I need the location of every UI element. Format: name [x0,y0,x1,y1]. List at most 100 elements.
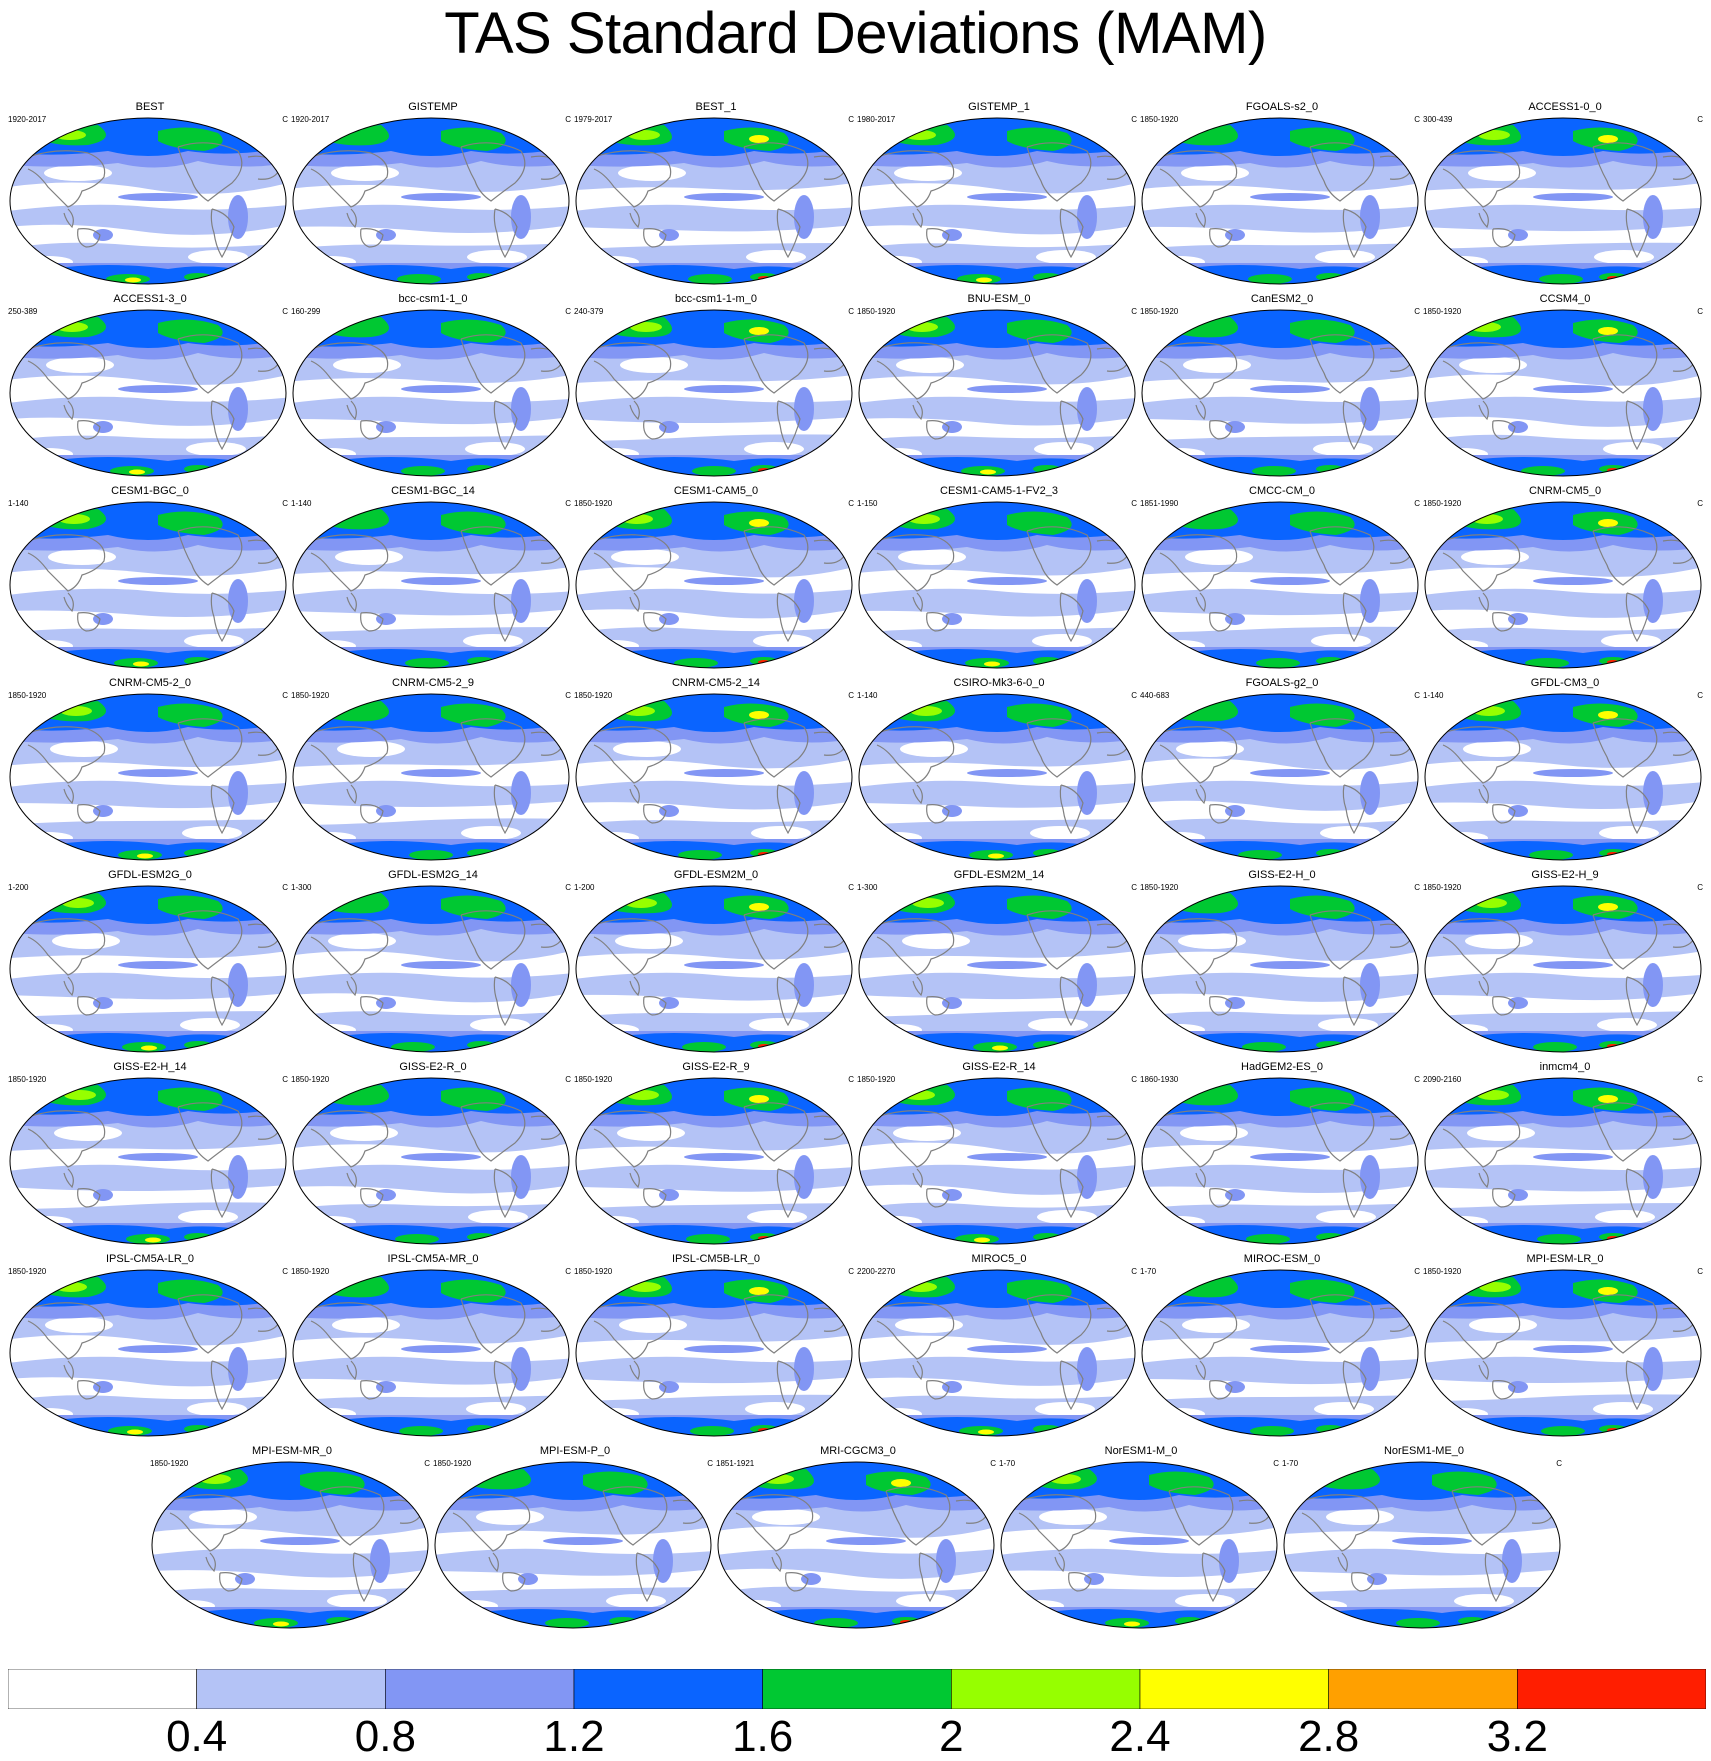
colorbar-tick-label: 1.2 [543,1712,605,1761]
panel-title: GISTEMP_1 [968,101,1030,113]
panel-unit: C [1414,1267,1420,1276]
map-panel: IPSL-CM5A-MR_0 1850-1920 C [291,1252,575,1440]
map-panel: BEST_1 1979-2017 C [574,100,858,288]
map-panel: GISS-E2-H_9 1850-1920 C [1423,868,1707,1056]
panel-title: BEST_1 [695,101,737,113]
panel-title: ACCESS1-0_0 [1528,101,1602,113]
map-plot [292,309,570,477]
map-plot [1141,309,1419,477]
colorbar-tick-label: 1.6 [732,1712,794,1761]
panel-unit: C [1697,1267,1703,1276]
colorbar-tick-label: 0.4 [166,1712,228,1761]
panel-unit: C [565,307,571,316]
panel-period: 1851-1921 [716,1459,755,1468]
panel-period: 1850-1920 [574,499,613,508]
panel-unit: C [1131,883,1137,892]
map-panel: GFDL-ESM2G_0 1-200 C [8,868,292,1056]
panel-title: CNRM-CM5_0 [1528,485,1602,497]
panel-title: CNRM-CM5-2_0 [109,677,191,689]
panel-period: 1850-1920 [433,1459,472,1468]
map-plot [717,1461,995,1629]
map-plot [9,501,287,669]
panel-period: 1979-2017 [574,115,613,124]
panel-title: GISS-E2-H_14 [113,1061,187,1073]
panel-period: 1-140 [857,691,878,700]
panel-title: CMCC-CM_0 [1249,485,1315,497]
map-panel: ACCESS1-3_0 250-389 C [8,292,292,480]
panel-unit: C [1131,1075,1137,1084]
panel-unit: C [1414,115,1420,124]
colorbar-tick-label: 2.4 [1109,1712,1171,1761]
panel-period: 160-299 [291,307,321,316]
map-panel: MIROC-ESM_0 1-70 C [1140,1252,1424,1440]
panel-unit: C [282,883,288,892]
map-plot [575,885,853,1053]
map-plot [858,693,1136,861]
map-plot [9,1077,287,1245]
panel-title: GISS-E2-H_0 [1248,869,1316,881]
panel-period: 1920-2017 [291,115,330,124]
map-panel: CESM1-CAM5_0 1850-1920 C [574,484,858,672]
map-plot [9,693,287,861]
panel-unit: C [1697,115,1703,124]
panel-period: 240-379 [574,307,604,316]
panel-unit: C [282,1075,288,1084]
map-panel: BEST 1920-2017 C [8,100,292,288]
panel-period: 1850-1920 [574,1267,613,1276]
panel-unit: C [707,1459,713,1468]
panel-unit: C [282,499,288,508]
colorbar [8,1669,1706,1709]
panel-period: 1850-1920 [1140,307,1179,316]
colorbar-box [762,1669,952,1709]
panel-title: MPI-ESM-P_0 [539,1445,611,1457]
panel-title: CNRM-CM5-2_14 [671,677,761,689]
map-plot [858,501,1136,669]
map-plot [1283,1461,1561,1629]
panel-period: 1-70 [1140,1267,1157,1276]
panel-period: 2090-2160 [1423,1075,1462,1084]
panel-period: 1850-1920 [574,1075,613,1084]
panel-title: CanESM2_0 [1250,293,1314,305]
panel-title: GISS-E2-R_9 [682,1061,750,1073]
panel-unit: C [1697,1075,1703,1084]
map-plot [1424,501,1702,669]
panel-title: GFDL-CM3_0 [1530,677,1600,689]
panel-period: 1850-1920 [1423,883,1462,892]
panel-unit: C [1414,691,1420,700]
panel-unit: C [1697,307,1703,316]
panel-unit: C [565,115,571,124]
panel-unit: C [848,115,854,124]
panel-period: 440-683 [1140,691,1170,700]
map-panel: MIROC5_0 2200-2270 C [857,1252,1141,1440]
panel-unit: C [848,1267,854,1276]
panel-title: GISS-E2-R_0 [399,1061,467,1073]
map-plot [1141,501,1419,669]
map-panel: FGOALS-g2_0 440-683 C [1140,676,1424,864]
colorbar-tick-label: 3.2 [1486,1712,1548,1761]
panel-period: 1860-1930 [1140,1075,1179,1084]
map-plot [1424,1269,1702,1437]
panel-title: GISS-E2-H_9 [1531,869,1599,881]
panel-title: GISS-E2-R_14 [962,1061,1036,1073]
colorbar-box [196,1669,386,1709]
panel-period: 1850-1920 [1140,115,1179,124]
panel-unit: C [990,1459,996,1468]
map-panel: GISTEMP 1920-2017 C [291,100,575,288]
panel-unit: C [1131,499,1137,508]
panel-unit: C [848,499,854,508]
colorbar-box [8,1669,197,1709]
panel-title: FGOALS-g2_0 [1245,677,1319,689]
map-panel: GISTEMP_1 1980-2017 C [857,100,1141,288]
map-panel: bcc-csm1-1-m_0 240-379 C [574,292,858,480]
map-plot [1141,693,1419,861]
map-plot [858,885,1136,1053]
colorbar-tick-label: 2.8 [1298,1712,1360,1761]
figure-title: TAS Standard Deviations (MAM) [444,1,1267,66]
map-panel: GFDL-ESM2M_0 1-200 C [574,868,858,1056]
panel-period: 1850-1920 [291,1075,330,1084]
panel-period: 1850-1920 [857,307,896,316]
panel-unit: C [565,499,571,508]
panel-unit: C [565,1075,571,1084]
panel-title: inmcm4_0 [1539,1061,1591,1073]
map-panel: CNRM-CM5_0 1850-1920 C [1423,484,1707,672]
